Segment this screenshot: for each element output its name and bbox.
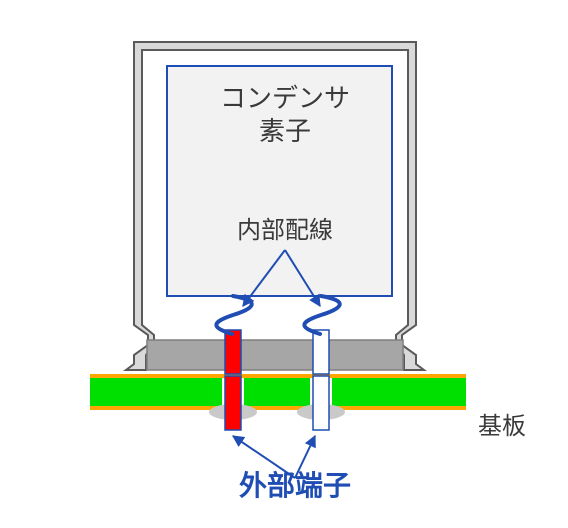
- terminal-right-lower: [313, 376, 329, 430]
- capacitor-diagram: [0, 0, 568, 528]
- wire-right: [304, 296, 339, 334]
- terminal-left-lower: [225, 376, 241, 430]
- label-external-terminal: 外部端子: [200, 464, 390, 504]
- terminal-left-upper: [225, 330, 241, 374]
- board-top-copper: [90, 374, 466, 378]
- base-plate: [147, 340, 403, 370]
- terminal-right-upper: [313, 330, 329, 374]
- label-internal-wiring: 内部配線: [200, 210, 370, 245]
- label-substrate: 基板: [478, 406, 526, 441]
- board-core: [90, 378, 466, 406]
- label-capacitor-element: コンデンサ素子: [190, 82, 380, 147]
- board-bottom-copper: [90, 406, 466, 410]
